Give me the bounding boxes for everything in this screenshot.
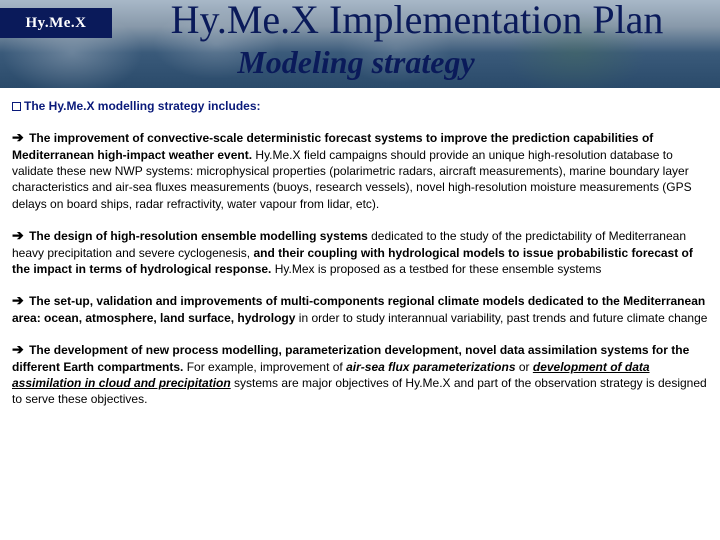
bullet-4-b: For example, improvement of [183, 360, 346, 374]
intro-line: The Hy.Me.X modelling strategy includes: [12, 98, 708, 114]
logo-text: Hy.Me.X [26, 15, 87, 32]
arrow-icon: ➔ [12, 292, 24, 308]
page-title: Hy.Me.X Implementation Plan [118, 0, 716, 43]
arrow-icon: ➔ [12, 129, 24, 145]
logo-band: Hy.Me.X [0, 8, 112, 38]
bullet-2-a: The design of high-resolution ensemble m… [29, 229, 368, 243]
bullet-2-d: Hy.Mex is proposed as a testbed for thes… [271, 262, 601, 276]
bullet-3-b: in order to study interannual variabilit… [295, 311, 707, 325]
bullet-1: ➔ The improvement of convective-scale de… [12, 128, 708, 212]
arrow-icon: ➔ [12, 227, 24, 243]
bullet-4: ➔ The development of new process modelli… [12, 340, 708, 407]
bullet-3: ➔ The set-up, validation and improvement… [12, 291, 708, 326]
page-subtitle: Modeling strategy [0, 44, 712, 81]
checkbox-icon [12, 102, 21, 111]
bullet-2: ➔ The design of high-resolution ensemble… [12, 226, 708, 277]
bullet-4-c: air-sea flux parameterizations [346, 360, 515, 374]
bullet-4-d: or [516, 360, 533, 374]
arrow-icon: ➔ [12, 341, 24, 357]
content-body: The Hy.Me.X modelling strategy includes:… [0, 88, 720, 430]
header-banner: Hy.Me.X Hy.Me.X Implementation Plan Mode… [0, 0, 720, 88]
intro-text: The Hy.Me.X modelling strategy includes: [24, 99, 261, 113]
